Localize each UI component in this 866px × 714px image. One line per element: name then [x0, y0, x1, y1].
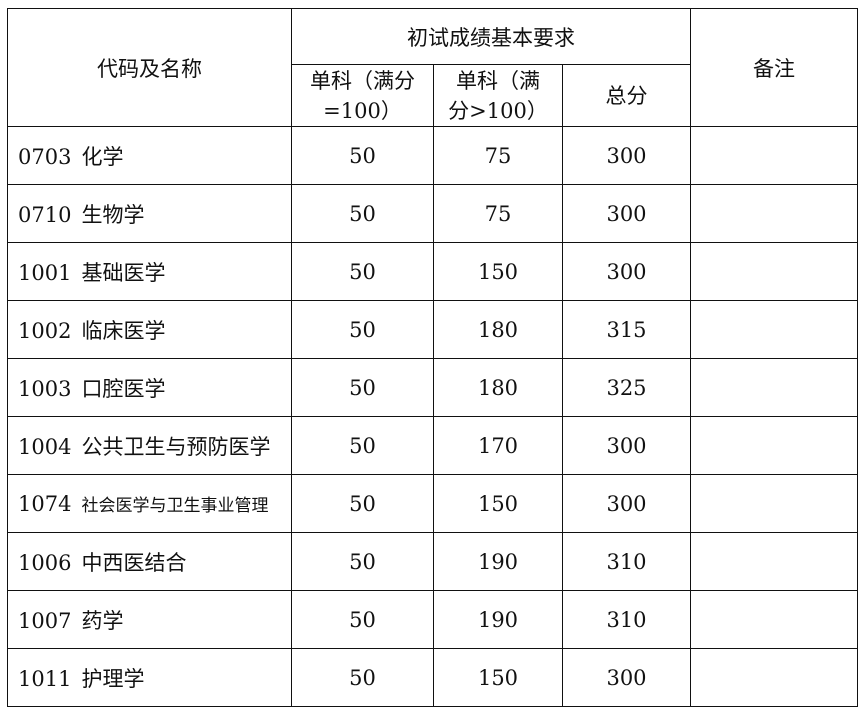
cell-note: [690, 590, 858, 649]
score-requirements-table: 代码及名称 初试成绩基本要求 备注 单科（满分=100） 单科（满分>100） …: [7, 8, 858, 707]
cell-name: 1003 口腔医学: [7, 358, 292, 417]
cell-name: 0710 生物学: [7, 184, 292, 243]
subject-code: 1011: [18, 666, 72, 691]
cell-single-100: 50: [291, 474, 434, 533]
table-row: 1001 基础医学 50 150 300: [7, 242, 858, 301]
subject-code: 1003: [18, 376, 72, 401]
table-row: 0710 生物学 50 75 300: [7, 184, 858, 243]
cell-total: 300: [562, 474, 691, 533]
cell-single-100: 50: [291, 184, 434, 243]
cell-name: 1001 基础医学: [7, 242, 292, 301]
table-row: 1006 中西医结合 50 190 310: [7, 532, 858, 591]
subject-code: 1007: [18, 608, 72, 633]
table-row: 1003 口腔医学 50 180 325: [7, 358, 858, 417]
subject-code: 1006: [18, 550, 72, 575]
subject-name: 生物学: [81, 202, 145, 227]
cell-note: [690, 184, 858, 243]
header-name: 代码及名称: [7, 8, 292, 127]
subject-code: 1002: [18, 318, 72, 343]
subject-code: 1001: [18, 260, 72, 285]
cell-single-100: 50: [291, 358, 434, 417]
cell-note: [690, 474, 858, 533]
table-row: 1011 护理学 50 150 300: [7, 648, 858, 707]
cell-note: [690, 532, 858, 591]
header-total: 总分: [562, 64, 691, 127]
cell-note: [690, 126, 858, 185]
subject-name: 护理学: [81, 666, 145, 691]
cell-single-gt100: 190: [433, 532, 563, 591]
cell-name: 0703 化学: [7, 126, 292, 185]
table-row: 1002 临床医学 50 180 315: [7, 300, 858, 359]
cell-single-gt100: 190: [433, 590, 563, 649]
cell-note: [690, 358, 858, 417]
subject-name: 中西医结合: [81, 550, 187, 575]
cell-name: 1006 中西医结合: [7, 532, 292, 591]
cell-single-gt100: 180: [433, 358, 563, 417]
cell-name: 1007 药学: [7, 590, 292, 649]
subject-code: 0703: [18, 144, 72, 169]
cell-total: 300: [562, 126, 691, 185]
cell-total: 300: [562, 242, 691, 301]
cell-note: [690, 416, 858, 475]
header-group: 初试成绩基本要求: [291, 8, 691, 65]
table-row: 0703 化学 50 75 300: [7, 126, 858, 185]
cell-single-gt100: 150: [433, 648, 563, 707]
cell-single-gt100: 170: [433, 416, 563, 475]
subject-name: 药学: [81, 608, 124, 633]
cell-total: 310: [562, 532, 691, 591]
subject-name: 化学: [81, 144, 124, 169]
cell-note: [690, 648, 858, 707]
subject-name: 基础医学: [81, 260, 166, 285]
cell-single-100: 50: [291, 532, 434, 591]
subject-name: 公共卫生与预防医学: [81, 434, 271, 459]
header-single-gt100: 单科（满分>100）: [433, 64, 563, 127]
cell-single-100: 50: [291, 416, 434, 475]
cell-name: 1011 护理学: [7, 648, 292, 707]
subject-code: 1004: [18, 434, 72, 459]
cell-single-gt100: 150: [433, 474, 563, 533]
cell-single-100: 50: [291, 126, 434, 185]
cell-name: 1004 公共卫生与预防医学: [7, 416, 292, 475]
cell-total: 300: [562, 648, 691, 707]
cell-total: 325: [562, 358, 691, 417]
cell-single-100: 50: [291, 590, 434, 649]
cell-single-gt100: 75: [433, 126, 563, 185]
cell-single-100: 50: [291, 648, 434, 707]
subject-name: 临床医学: [81, 318, 166, 343]
table-row: 1007 药学 50 190 310: [7, 590, 858, 649]
cell-name: 1074 社会医学与卫生事业管理: [7, 474, 292, 533]
cell-total: 300: [562, 184, 691, 243]
cell-note: [690, 300, 858, 359]
subject-code: 0710: [18, 202, 72, 227]
cell-single-gt100: 75: [433, 184, 563, 243]
cell-single-gt100: 150: [433, 242, 563, 301]
cell-single-100: 50: [291, 242, 434, 301]
header-note: 备注: [690, 8, 858, 127]
cell-single-gt100: 180: [433, 300, 563, 359]
subject-name: 社会医学与卫生事业管理: [81, 496, 269, 516]
cell-single-100: 50: [291, 300, 434, 359]
subject-name: 口腔医学: [81, 376, 166, 401]
cell-note: [690, 242, 858, 301]
cell-total: 310: [562, 590, 691, 649]
table-row: 1004 公共卫生与预防医学 50 170 300: [7, 416, 858, 475]
header-single-100: 单科（满分=100）: [291, 64, 434, 127]
cell-total: 315: [562, 300, 691, 359]
cell-total: 300: [562, 416, 691, 475]
table-row: 1074 社会医学与卫生事业管理 50 150 300: [7, 474, 858, 533]
subject-code: 1074: [18, 492, 72, 516]
cell-name: 1002 临床医学: [7, 300, 292, 359]
